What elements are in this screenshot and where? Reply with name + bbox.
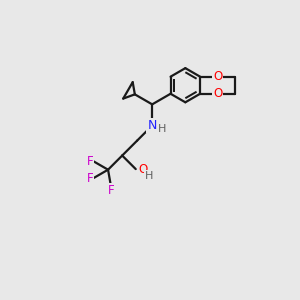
Text: O: O xyxy=(213,87,222,100)
Text: F: F xyxy=(86,155,93,168)
Text: H: H xyxy=(158,124,167,134)
Text: F: F xyxy=(108,184,114,197)
Text: H: H xyxy=(145,171,153,181)
Text: O: O xyxy=(213,70,222,83)
Text: O: O xyxy=(139,163,148,176)
Text: N: N xyxy=(148,119,157,132)
Text: F: F xyxy=(86,172,93,185)
